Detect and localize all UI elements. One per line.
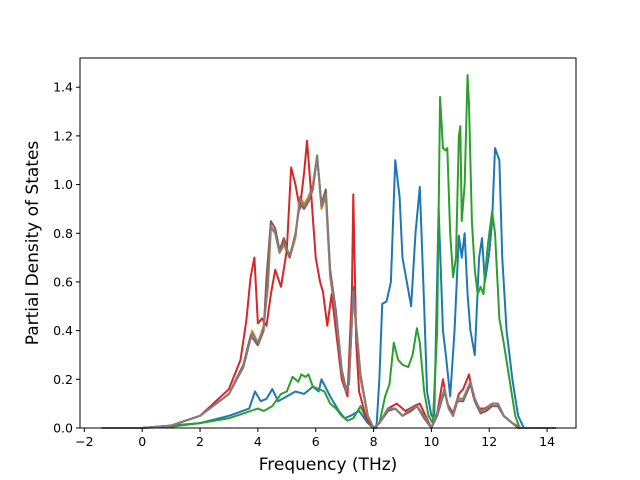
series-line-3	[101, 74, 556, 429]
x-tick-label: 2	[196, 434, 204, 449]
x-tick-label: 0	[138, 434, 146, 449]
series-line-4	[101, 139, 556, 429]
y-tick-label: 0.6	[53, 274, 73, 289]
x-tick-label: 10	[423, 434, 439, 449]
x-tick-label: 4	[254, 434, 262, 449]
series-line-1	[101, 147, 556, 429]
y-tick-label: 0.2	[53, 372, 73, 387]
y-tick-label: 1.2	[53, 128, 73, 143]
y-tick-label: 1.0	[53, 177, 73, 192]
y-axis-label: Partial Density of States	[23, 141, 43, 346]
y-tick-label: 0.0	[53, 421, 73, 436]
plot-area-frame	[79, 57, 577, 429]
x-tick-label: 14	[539, 434, 555, 449]
series-line-6	[101, 154, 556, 429]
series-layer	[101, 74, 556, 429]
x-tick-label: 8	[370, 434, 378, 449]
x-tick-label: 12	[481, 434, 497, 449]
y-axis: 0.0 0.2 0.4 0.6 0.8 1.0 1.2 1.4	[53, 80, 80, 436]
x-axis-label: Frequency (THz)	[259, 455, 398, 475]
y-tick-label: 0.8	[53, 226, 73, 241]
y-tick-label: 1.4	[53, 80, 73, 95]
x-tick-label: −2	[75, 434, 93, 449]
x-axis: −2 0 2 4 6 8 10 12 14	[75, 428, 555, 449]
x-tick-label: 6	[312, 434, 320, 449]
y-tick-label: 0.4	[53, 323, 73, 338]
